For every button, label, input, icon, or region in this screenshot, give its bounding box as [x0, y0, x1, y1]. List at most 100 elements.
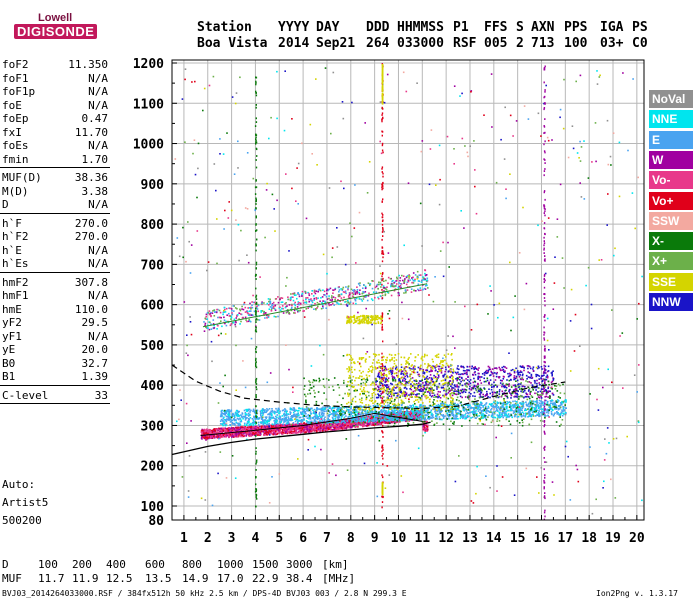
echo-point: [466, 415, 469, 417]
echo-point: [256, 417, 259, 420]
echo-point: [238, 422, 241, 425]
echo-point: [412, 414, 415, 417]
echo-point: [233, 428, 235, 430]
echo-point: [239, 434, 242, 436]
echo-point: [440, 414, 443, 416]
param-name: D: [2, 198, 9, 211]
echo-point: [488, 414, 490, 416]
param-name: hmF2: [2, 275, 29, 289]
echo-point: [240, 431, 242, 434]
echo-point: [342, 427, 345, 430]
echo-point: [356, 423, 358, 425]
echo-point: [244, 432, 246, 434]
echo-point: [291, 419, 294, 421]
echo-point: [231, 434, 233, 436]
echo-point: [506, 400, 508, 403]
echo-point: [470, 407, 472, 409]
echo-point: [220, 414, 223, 416]
echo-point: [480, 417, 483, 420]
echo-point: [505, 410, 508, 413]
echo-point: [249, 411, 251, 413]
echo-point: [543, 410, 546, 413]
param-name: B1: [2, 370, 16, 383]
echo-point: [326, 422, 328, 424]
echo-point: [294, 426, 297, 429]
echo-point: [205, 430, 208, 432]
echo-point: [554, 403, 557, 406]
echo-point: [318, 427, 320, 429]
echo-point: [264, 416, 267, 418]
echo-point: [278, 430, 281, 433]
echo-point: [225, 410, 228, 412]
echo-point: [303, 408, 305, 410]
echo-point: [303, 430, 306, 432]
echo-point: [539, 406, 541, 408]
echo-point: [512, 400, 514, 403]
echo-point: [235, 433, 237, 435]
echo-point: [517, 404, 519, 407]
echo-point: [213, 428, 216, 430]
echo-point: [229, 418, 231, 421]
echo-point: [519, 410, 521, 412]
echo-point: [321, 430, 324, 432]
echo-point: [268, 429, 271, 431]
echo-point: [304, 411, 306, 413]
echo-point: [356, 405, 358, 407]
echo-point: [348, 424, 351, 426]
echo-point: [384, 405, 387, 407]
echo-point: [565, 401, 567, 403]
echo-point: [501, 415, 504, 417]
echo-point: [456, 417, 458, 420]
echo-point: [292, 424, 295, 427]
echo-point: [225, 430, 227, 433]
echo-point: [418, 411, 420, 414]
echo-point: [378, 418, 381, 421]
echo-point: [498, 415, 500, 417]
echo-point: [273, 417, 276, 420]
echo-point: [243, 424, 246, 426]
echo-point: [282, 413, 285, 416]
echo-point: [522, 415, 525, 417]
echo-point: [435, 412, 437, 415]
echo-point: [425, 425, 428, 428]
echo-point: [494, 416, 497, 419]
echo-point: [215, 434, 218, 436]
echo-point: [365, 417, 368, 420]
echo-point: [211, 429, 213, 432]
echo-point: [539, 404, 542, 406]
echo-point: [307, 410, 310, 412]
echo-point: [406, 408, 408, 410]
param-separator: [0, 212, 110, 214]
echo-point: [510, 405, 512, 408]
echo-point: [266, 425, 268, 428]
echo-point: [531, 409, 534, 411]
echo-point: [263, 434, 265, 436]
echo-point: [241, 416, 244, 418]
echo-point: [515, 401, 518, 403]
echo-point: [221, 415, 223, 418]
echo-point: [435, 414, 437, 417]
echo-point: [324, 428, 327, 431]
echo-point: [333, 428, 336, 431]
echo-point: [521, 407, 524, 409]
echo-point: [491, 411, 493, 414]
echo-point: [338, 420, 341, 422]
echo-point: [287, 427, 290, 430]
param-name: foEs: [2, 139, 29, 152]
echo-point: [371, 416, 373, 418]
echo-point: [260, 425, 263, 428]
echo-point: [407, 406, 409, 408]
param-row: foEs N/A: [2, 139, 108, 152]
echo-point: [286, 423, 289, 426]
echo-point: [234, 428, 236, 430]
echo-point: [425, 411, 428, 413]
echo-point: [284, 408, 286, 410]
echo-point: [223, 435, 226, 438]
echo-point: [286, 432, 289, 435]
echo-point: [247, 422, 250, 424]
echo-point: [247, 412, 250, 415]
echo-point: [485, 411, 487, 413]
echo-point: [287, 420, 290, 423]
echo-point: [270, 432, 272, 435]
echo-point: [392, 413, 395, 416]
